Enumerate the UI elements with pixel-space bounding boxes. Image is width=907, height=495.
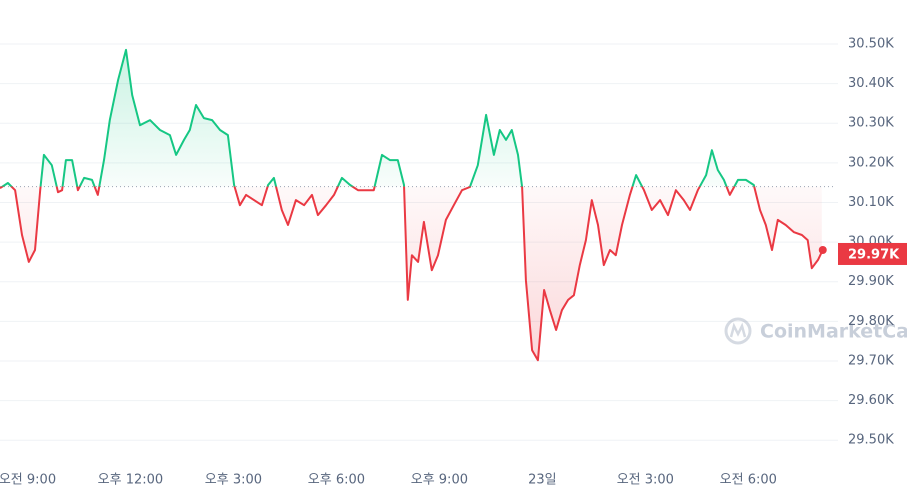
y-tick-label: 29.60K — [848, 393, 894, 408]
y-tick-label: 30.50K — [848, 36, 894, 51]
x-tick-label: 오후 3:00 — [205, 473, 262, 488]
x-tick-label: 오후 12:00 — [98, 473, 164, 488]
x-tick-label: 오전 3:00 — [617, 473, 674, 488]
y-tick-label: 30.40K — [848, 76, 894, 91]
price-tag-label: 29.97K — [848, 247, 900, 262]
watermark: CoinMarketCap — [760, 321, 907, 343]
area — [0, 49, 822, 361]
x-tick-label: 오전 9:00 — [0, 473, 56, 488]
price-tag — [838, 242, 907, 265]
y-tick-label: 30.20K — [848, 155, 894, 170]
price-line — [0, 48, 823, 362]
plot — [0, 48, 836, 362]
y-tick-label: 29.90K — [848, 274, 894, 289]
x-tick-label: 오전 6:00 — [720, 473, 777, 488]
last-point — [818, 245, 827, 254]
x-tick-label: 23일 — [528, 473, 557, 488]
x-tick-label: 오후 6:00 — [308, 473, 365, 488]
y-tick-label: 30.10K — [848, 195, 894, 210]
y-tick-label: 29.50K — [848, 433, 894, 448]
labels: 29.50K29.60K29.70K29.80K29.90K30.00K30.1… — [0, 36, 907, 488]
x-tick-label: 오후 9:00 — [411, 473, 468, 488]
watermark-logo — [724, 317, 752, 345]
y-tick-label: 30.30K — [848, 116, 894, 131]
y-tick-label: 29.70K — [848, 353, 894, 368]
y-tick-label: 29.80K — [848, 314, 894, 329]
